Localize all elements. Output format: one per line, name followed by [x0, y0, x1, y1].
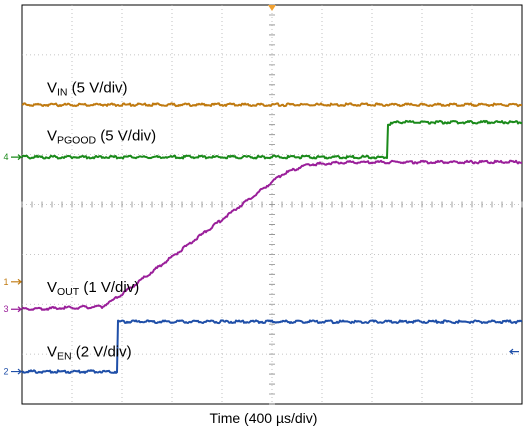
channel-marker-vout-arrow — [11, 306, 22, 313]
trace-label-vpgood: VPGOOD (5 V/div) — [47, 128, 156, 147]
ref-arrow-right — [509, 348, 519, 355]
trigger-marker — [268, 5, 276, 11]
channel-marker-vpgood: 4 — [3, 152, 22, 162]
channel-marker-vout-number: 3 — [3, 304, 8, 314]
channel-marker-ven-number: 2 — [3, 367, 8, 377]
trace-label-vout: VOUT (1 V/div) — [47, 279, 139, 298]
trace-vpgood — [21, 119, 523, 160]
channel-marker-extra-0: 1 — [3, 277, 22, 287]
trace-label-ven: VEN (2 V/div) — [47, 344, 132, 363]
trace-vin — [21, 102, 522, 108]
channel-marker-ven: 2 — [3, 367, 22, 377]
grid — [21, 4, 523, 405]
trace-ven — [21, 319, 523, 374]
trace-label-vin: VIN (5 V/div) — [47, 79, 128, 98]
channel-marker-extra-0-number: 1 — [3, 277, 8, 287]
trace-vout — [21, 159, 523, 311]
traces — [21, 102, 523, 374]
channel-marker-vpgood-arrow — [11, 154, 22, 161]
channel-markers: 4 3 2 1 — [3, 152, 519, 377]
trace-labels: VIN (5 V/div) VPGOOD (5 V/div) VOUT (1 V/d… — [47, 79, 156, 362]
channel-marker-vout: 3 — [3, 304, 22, 314]
channel-marker-extra-0-arrow — [11, 278, 22, 285]
channel-marker-ven-arrow — [11, 368, 22, 375]
channel-marker-vpgood-number: 4 — [3, 152, 8, 162]
x-axis-label: Time (400 µs/div) — [209, 410, 318, 426]
